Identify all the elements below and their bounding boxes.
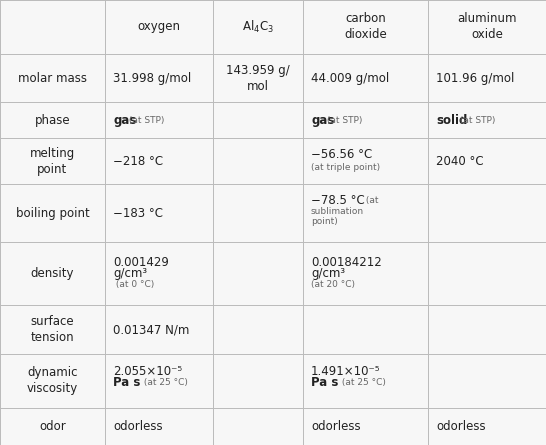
Text: 31.998 g/mol: 31.998 g/mol — [113, 72, 191, 85]
Text: 2.055×10⁻⁵: 2.055×10⁻⁵ — [113, 365, 182, 378]
Text: oxygen: oxygen — [138, 20, 181, 33]
Text: (at triple point): (at triple point) — [311, 163, 380, 172]
Text: 2040 °C: 2040 °C — [436, 154, 484, 168]
Text: 101.96 g/mol: 101.96 g/mol — [436, 72, 514, 85]
Text: (at STP): (at STP) — [126, 116, 165, 125]
Text: aluminum
oxide: aluminum oxide — [457, 12, 517, 41]
Text: (at STP): (at STP) — [457, 116, 495, 125]
Text: 143.959 g/
mol: 143.959 g/ mol — [226, 64, 290, 93]
Text: 0.00184212: 0.00184212 — [311, 256, 382, 269]
Text: solid: solid — [436, 113, 467, 126]
Text: odorless: odorless — [311, 420, 360, 433]
Text: (at 25 °C): (at 25 °C) — [339, 378, 386, 387]
Text: −78.5 °C: −78.5 °C — [311, 194, 365, 206]
Text: gas: gas — [311, 113, 334, 126]
Text: density: density — [31, 267, 74, 280]
Text: dynamic
viscosity: dynamic viscosity — [27, 366, 78, 395]
Text: (at 25 °C): (at 25 °C) — [141, 378, 188, 387]
Text: 0.001429: 0.001429 — [113, 256, 169, 269]
Text: phase: phase — [35, 113, 70, 126]
Text: (at: (at — [363, 196, 378, 205]
Text: carbon
dioxide: carbon dioxide — [344, 12, 387, 41]
Text: odorless: odorless — [113, 420, 163, 433]
Text: odor: odor — [39, 420, 66, 433]
Text: −56.56 °C: −56.56 °C — [311, 148, 372, 161]
Text: odorless: odorless — [436, 420, 485, 433]
Text: boiling point: boiling point — [16, 206, 90, 220]
Text: molar mass: molar mass — [18, 72, 87, 85]
Text: (at 20 °C): (at 20 °C) — [311, 280, 355, 289]
Text: −218 °C: −218 °C — [113, 154, 163, 168]
Text: melting
point: melting point — [30, 146, 75, 176]
Text: sublimation: sublimation — [311, 207, 364, 216]
Text: Pa s: Pa s — [113, 376, 140, 389]
Text: point): point) — [311, 217, 338, 226]
Text: g/cm³: g/cm³ — [311, 267, 345, 280]
Text: 44.009 g/mol: 44.009 g/mol — [311, 72, 389, 85]
Text: −183 °C: −183 °C — [113, 206, 163, 220]
Text: surface
tension: surface tension — [31, 315, 74, 344]
Text: 0.01347 N/m: 0.01347 N/m — [113, 323, 189, 336]
Text: (at 0 °C): (at 0 °C) — [113, 280, 155, 289]
Text: 1.491×10⁻⁵: 1.491×10⁻⁵ — [311, 365, 381, 378]
Text: Pa s: Pa s — [311, 376, 339, 389]
Text: g/cm³: g/cm³ — [113, 267, 147, 280]
Text: gas: gas — [113, 113, 136, 126]
Text: Al$_4$C$_3$: Al$_4$C$_3$ — [242, 19, 274, 35]
Text: (at STP): (at STP) — [324, 116, 363, 125]
